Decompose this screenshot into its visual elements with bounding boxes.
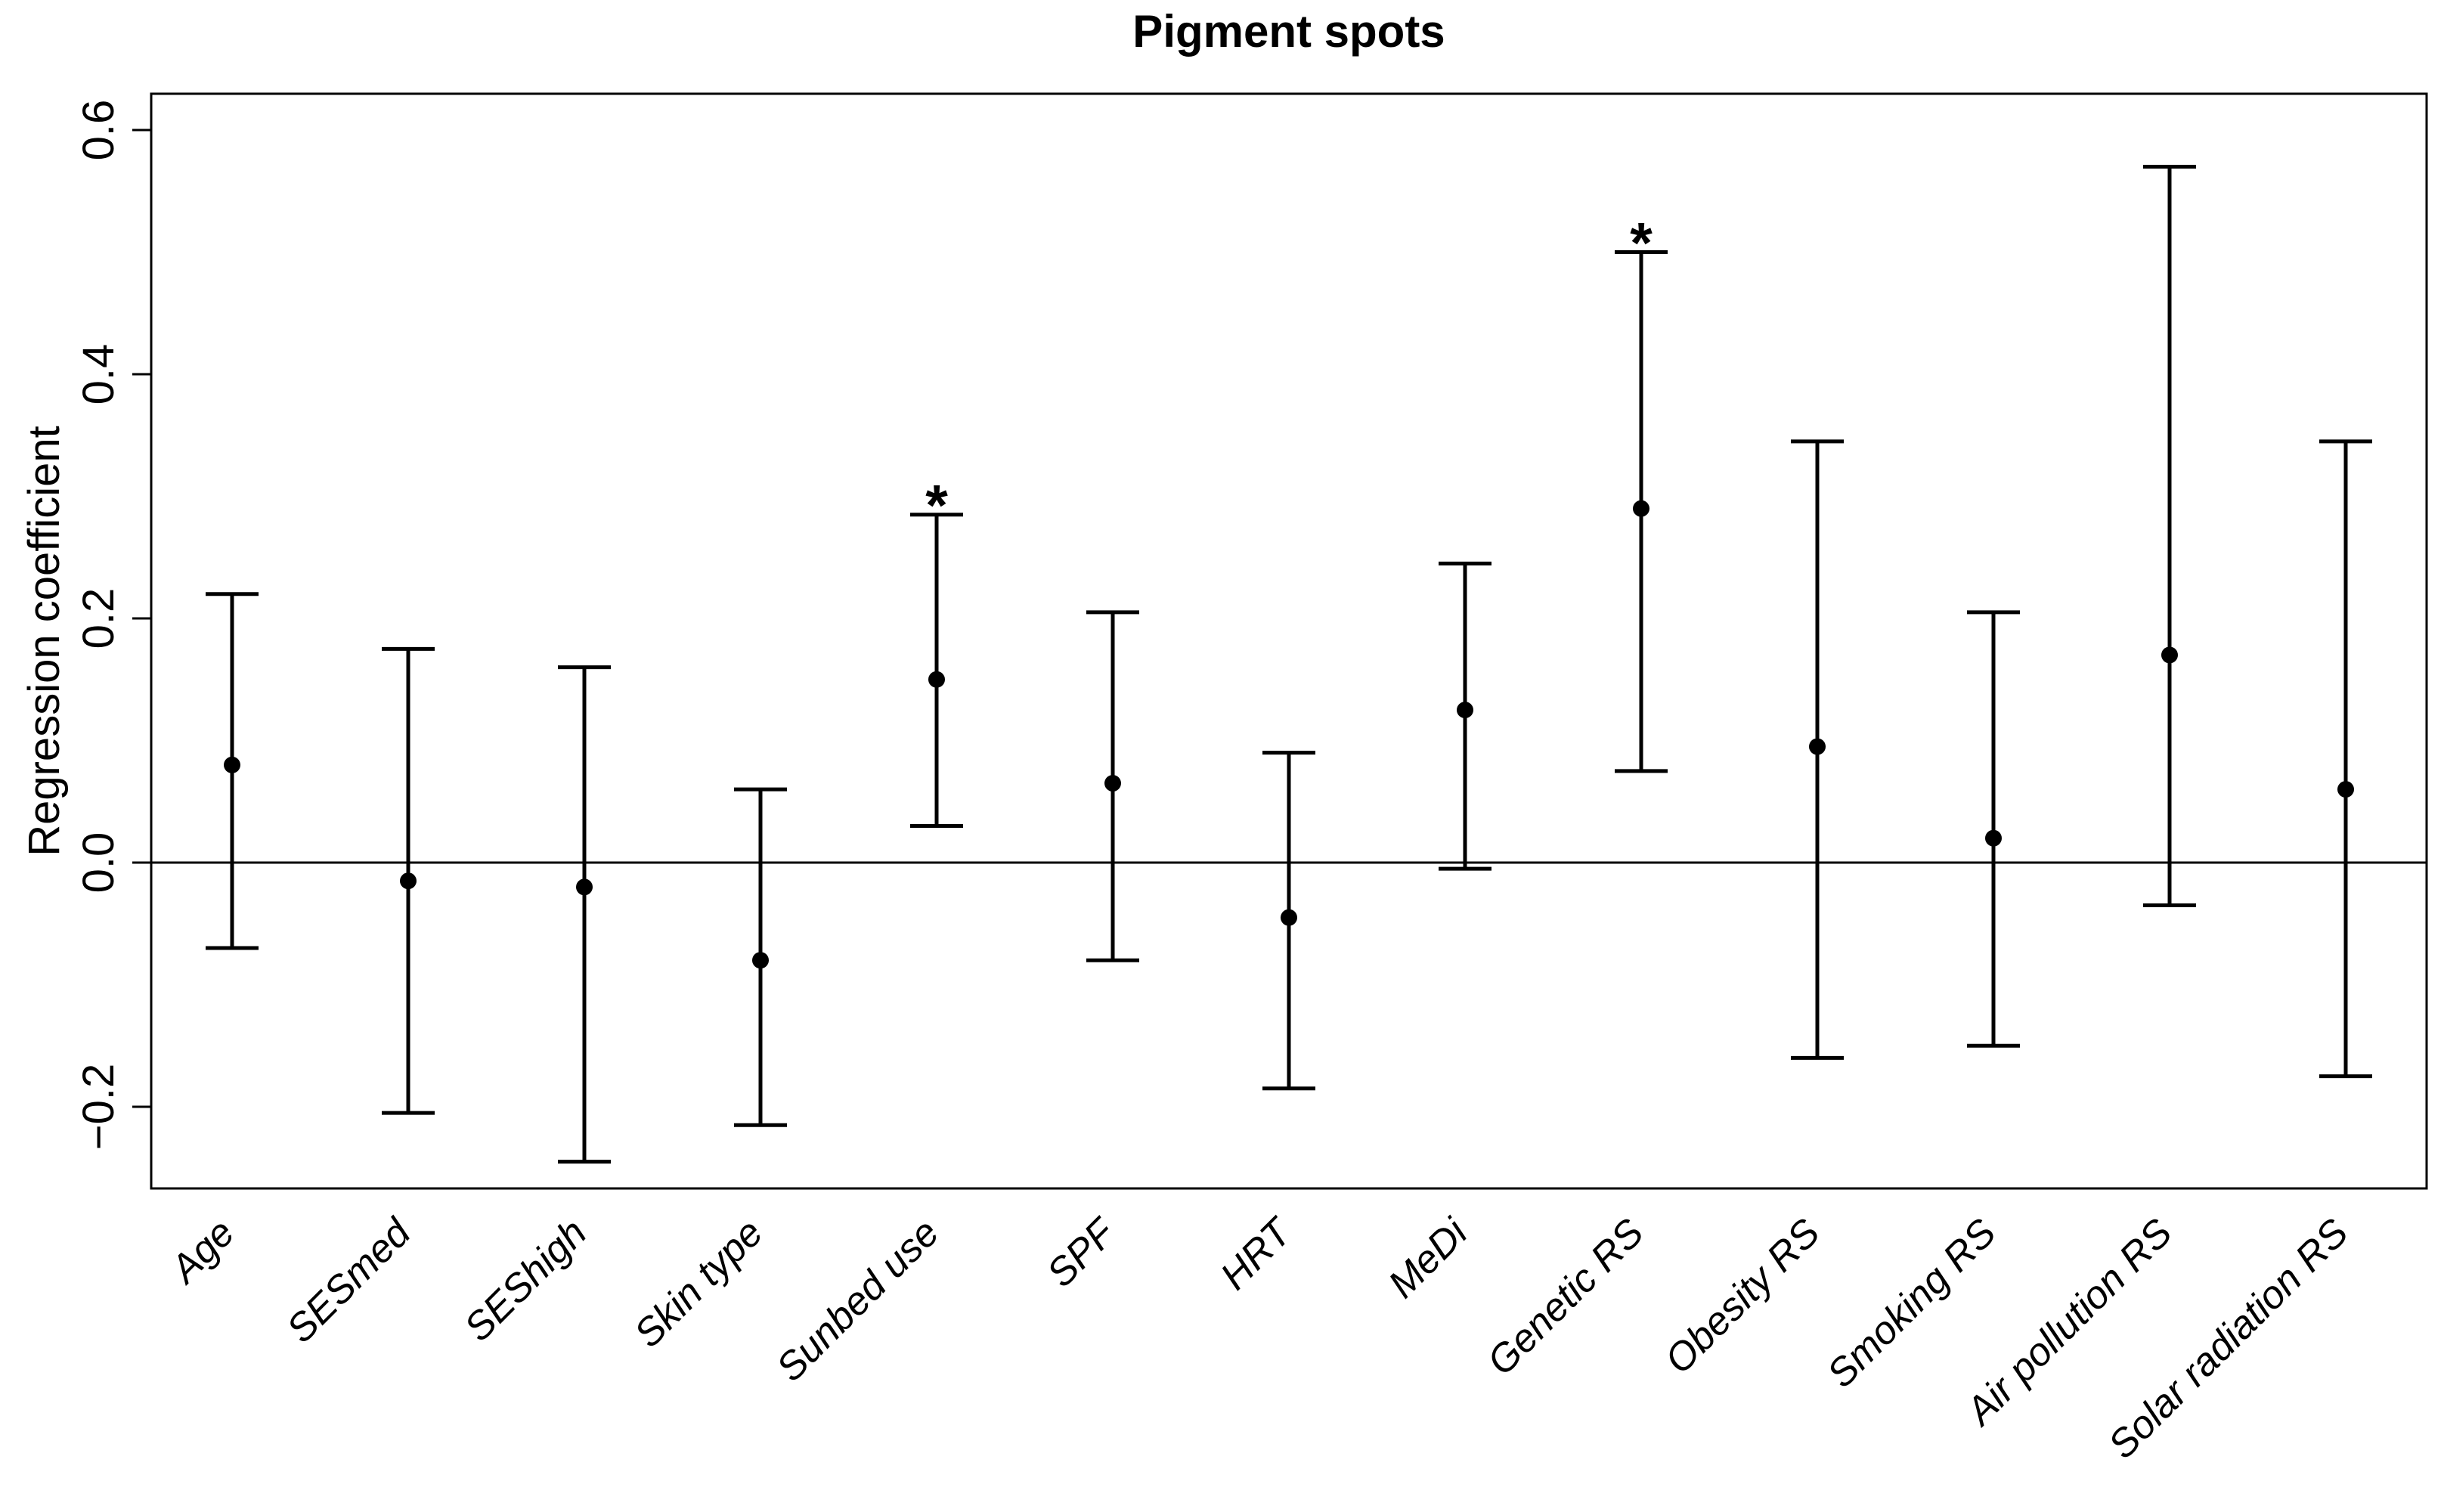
error-bar [206, 592, 259, 950]
point-marker [224, 756, 240, 773]
point-marker [2161, 646, 2178, 664]
y-axis: 0.6 0.4 0.2 0.0 −0.2 [74, 100, 151, 1151]
error-bar [1967, 610, 2020, 1048]
point-marker [752, 952, 769, 969]
x-category-label: MeDi [1380, 1210, 1477, 1306]
plot-area: ** [206, 164, 2372, 1164]
point-marker [400, 872, 417, 890]
x-category-label: Genetic RS [1479, 1210, 1652, 1383]
plot-box [150, 92, 2428, 1190]
x-category-label: Smoking RS [1819, 1210, 2005, 1396]
x-category-label: SPF [1039, 1209, 1126, 1296]
point-marker [1985, 829, 2002, 847]
x-category-label: Age [161, 1210, 243, 1293]
error-bar [382, 646, 435, 1115]
error-bar [2319, 439, 2372, 1079]
y-axis-label: Regression coefficient [20, 426, 69, 857]
chart-title: Pigment spots [1132, 6, 1445, 57]
y-tick-label: 0.2 [74, 588, 123, 649]
point-marker [2337, 781, 2354, 798]
error-bar [1262, 751, 1315, 1091]
error-bar [2143, 164, 2196, 908]
error-bar [558, 665, 611, 1164]
y-tick-label: 0.6 [74, 100, 123, 161]
x-category-label: SEShigh [456, 1210, 595, 1349]
point-marker [1281, 909, 1297, 926]
error-bar [1086, 610, 1139, 962]
x-category-label: HRT [1213, 1209, 1302, 1298]
point-marker [1104, 775, 1121, 792]
error-bar: * [910, 474, 963, 829]
error-bar: * [1615, 212, 1668, 773]
y-tick-label: 0.0 [74, 832, 123, 894]
x-category-label: SESmed [278, 1210, 420, 1352]
significance-star: * [925, 474, 948, 538]
error-bar [1791, 439, 1844, 1060]
y-tick-label: −0.2 [74, 1064, 123, 1151]
point-marker [1633, 500, 1649, 517]
error-bar [734, 787, 787, 1127]
error-bar [1439, 561, 1491, 871]
x-category-label: Skin type [626, 1210, 771, 1356]
point-marker [576, 878, 593, 896]
y-tick-label: 0.4 [74, 344, 123, 405]
x-category-label: Sunbed use [768, 1210, 947, 1390]
point-marker [928, 671, 945, 688]
x-category-label: Obesity RS [1657, 1210, 1829, 1382]
point-marker [1457, 702, 1473, 719]
significance-star: * [1630, 212, 1653, 276]
point-marker [1809, 738, 1826, 755]
